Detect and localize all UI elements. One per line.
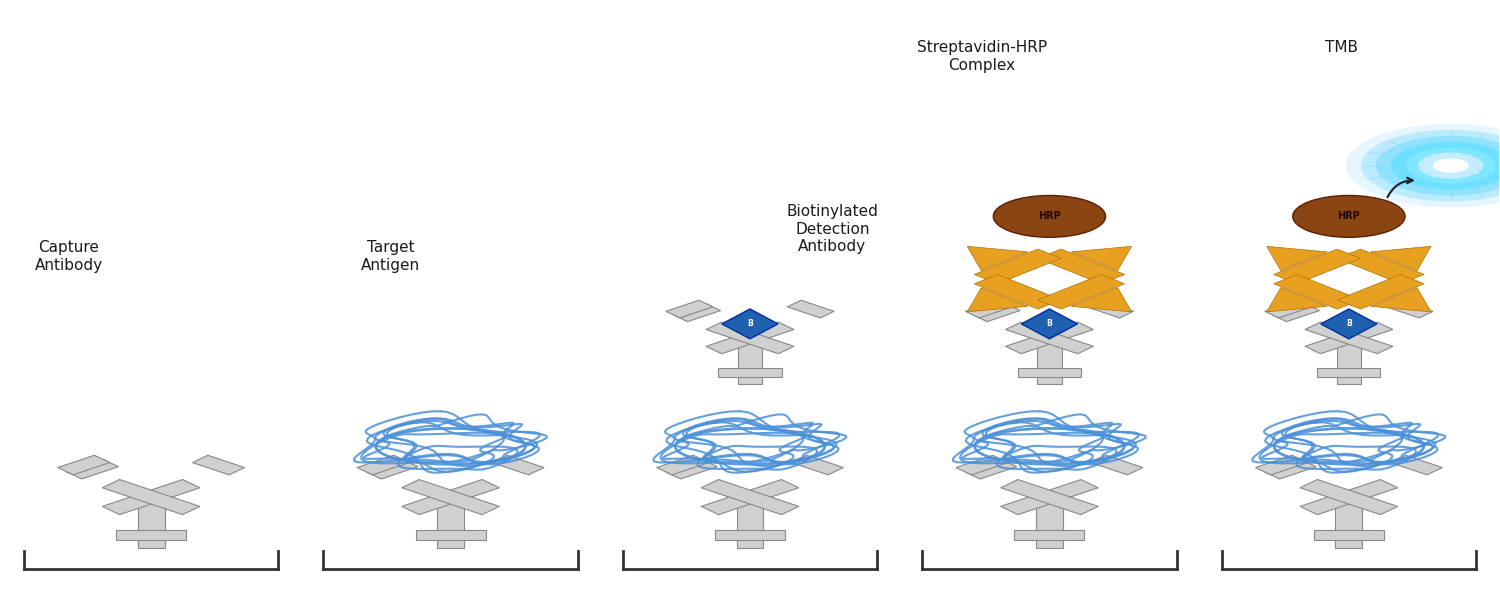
FancyBboxPatch shape bbox=[716, 530, 784, 540]
Polygon shape bbox=[1005, 322, 1094, 354]
Polygon shape bbox=[1322, 309, 1377, 339]
Text: B: B bbox=[747, 319, 753, 328]
Polygon shape bbox=[975, 249, 1060, 284]
Polygon shape bbox=[1000, 479, 1098, 515]
Polygon shape bbox=[956, 455, 1008, 475]
Polygon shape bbox=[1086, 300, 1134, 318]
Text: A: A bbox=[1346, 267, 1352, 273]
Polygon shape bbox=[1022, 309, 1077, 339]
Polygon shape bbox=[1386, 300, 1432, 318]
Polygon shape bbox=[66, 460, 118, 479]
Polygon shape bbox=[1264, 300, 1311, 318]
Ellipse shape bbox=[993, 196, 1106, 237]
Polygon shape bbox=[968, 288, 1028, 312]
Polygon shape bbox=[964, 460, 1017, 479]
Polygon shape bbox=[1071, 247, 1131, 271]
Polygon shape bbox=[1371, 288, 1431, 312]
Polygon shape bbox=[1336, 249, 1424, 284]
Polygon shape bbox=[1038, 274, 1125, 309]
Text: HRP: HRP bbox=[1038, 211, 1060, 221]
Polygon shape bbox=[492, 455, 544, 475]
Polygon shape bbox=[102, 479, 200, 515]
Polygon shape bbox=[1266, 288, 1328, 312]
Polygon shape bbox=[700, 479, 800, 515]
Polygon shape bbox=[1390, 455, 1443, 475]
Polygon shape bbox=[57, 455, 110, 475]
Polygon shape bbox=[1266, 247, 1328, 271]
Polygon shape bbox=[1305, 322, 1394, 354]
FancyBboxPatch shape bbox=[738, 338, 762, 383]
Polygon shape bbox=[1336, 274, 1424, 309]
FancyBboxPatch shape bbox=[1014, 530, 1084, 540]
Polygon shape bbox=[1300, 479, 1398, 515]
Text: B: B bbox=[1047, 285, 1052, 291]
Polygon shape bbox=[666, 300, 712, 318]
Text: Capture
Antibody: Capture Antibody bbox=[34, 240, 104, 272]
Polygon shape bbox=[974, 304, 1020, 322]
Polygon shape bbox=[1038, 249, 1125, 284]
FancyBboxPatch shape bbox=[1335, 497, 1362, 548]
Polygon shape bbox=[700, 479, 800, 515]
Text: B: B bbox=[1347, 285, 1352, 291]
Polygon shape bbox=[357, 455, 410, 475]
Polygon shape bbox=[657, 455, 708, 475]
Polygon shape bbox=[402, 479, 500, 515]
Polygon shape bbox=[1274, 249, 1360, 284]
Polygon shape bbox=[706, 322, 794, 354]
Circle shape bbox=[1376, 136, 1500, 196]
Polygon shape bbox=[1264, 460, 1316, 479]
Circle shape bbox=[1406, 148, 1496, 184]
Text: B: B bbox=[1047, 319, 1053, 328]
Polygon shape bbox=[788, 300, 834, 318]
Polygon shape bbox=[1305, 322, 1394, 354]
FancyBboxPatch shape bbox=[1336, 338, 1360, 383]
FancyBboxPatch shape bbox=[1314, 530, 1384, 540]
Polygon shape bbox=[1272, 304, 1320, 322]
Polygon shape bbox=[1090, 455, 1143, 475]
Polygon shape bbox=[1071, 288, 1131, 312]
FancyBboxPatch shape bbox=[1317, 368, 1380, 377]
Polygon shape bbox=[966, 300, 1012, 318]
Ellipse shape bbox=[1293, 196, 1406, 237]
Text: HRP: HRP bbox=[1338, 211, 1360, 221]
Polygon shape bbox=[1274, 274, 1360, 309]
Circle shape bbox=[1346, 124, 1500, 208]
Text: Target
Antigen: Target Antigen bbox=[362, 240, 420, 272]
Text: A: A bbox=[1047, 267, 1052, 273]
Polygon shape bbox=[402, 479, 500, 515]
Circle shape bbox=[1432, 158, 1468, 173]
Text: Streptavidin-HRP
Complex: Streptavidin-HRP Complex bbox=[916, 40, 1047, 73]
Polygon shape bbox=[1256, 455, 1308, 475]
Polygon shape bbox=[1000, 479, 1098, 515]
FancyBboxPatch shape bbox=[718, 368, 782, 377]
FancyBboxPatch shape bbox=[1036, 497, 1064, 548]
Circle shape bbox=[1360, 130, 1500, 202]
Polygon shape bbox=[1300, 479, 1398, 515]
Polygon shape bbox=[975, 274, 1060, 309]
Polygon shape bbox=[968, 247, 1028, 271]
FancyBboxPatch shape bbox=[436, 497, 463, 548]
Polygon shape bbox=[1005, 322, 1094, 354]
Polygon shape bbox=[722, 309, 778, 339]
FancyBboxPatch shape bbox=[1019, 368, 1082, 377]
Text: TMB: TMB bbox=[1324, 40, 1358, 55]
Polygon shape bbox=[674, 304, 720, 322]
FancyBboxPatch shape bbox=[736, 497, 764, 548]
Polygon shape bbox=[706, 322, 794, 354]
Polygon shape bbox=[792, 455, 843, 475]
Text: B: B bbox=[1346, 319, 1352, 328]
Polygon shape bbox=[1371, 247, 1431, 271]
FancyBboxPatch shape bbox=[138, 497, 165, 548]
Text: Biotinylated
Detection
Antibody: Biotinylated Detection Antibody bbox=[786, 205, 879, 254]
Circle shape bbox=[1418, 152, 1484, 179]
Polygon shape bbox=[664, 460, 717, 479]
Polygon shape bbox=[102, 479, 200, 515]
Circle shape bbox=[1390, 142, 1500, 190]
Polygon shape bbox=[366, 460, 419, 479]
FancyBboxPatch shape bbox=[116, 530, 186, 540]
Polygon shape bbox=[192, 455, 244, 475]
FancyBboxPatch shape bbox=[416, 530, 486, 540]
FancyBboxPatch shape bbox=[1038, 338, 1062, 383]
